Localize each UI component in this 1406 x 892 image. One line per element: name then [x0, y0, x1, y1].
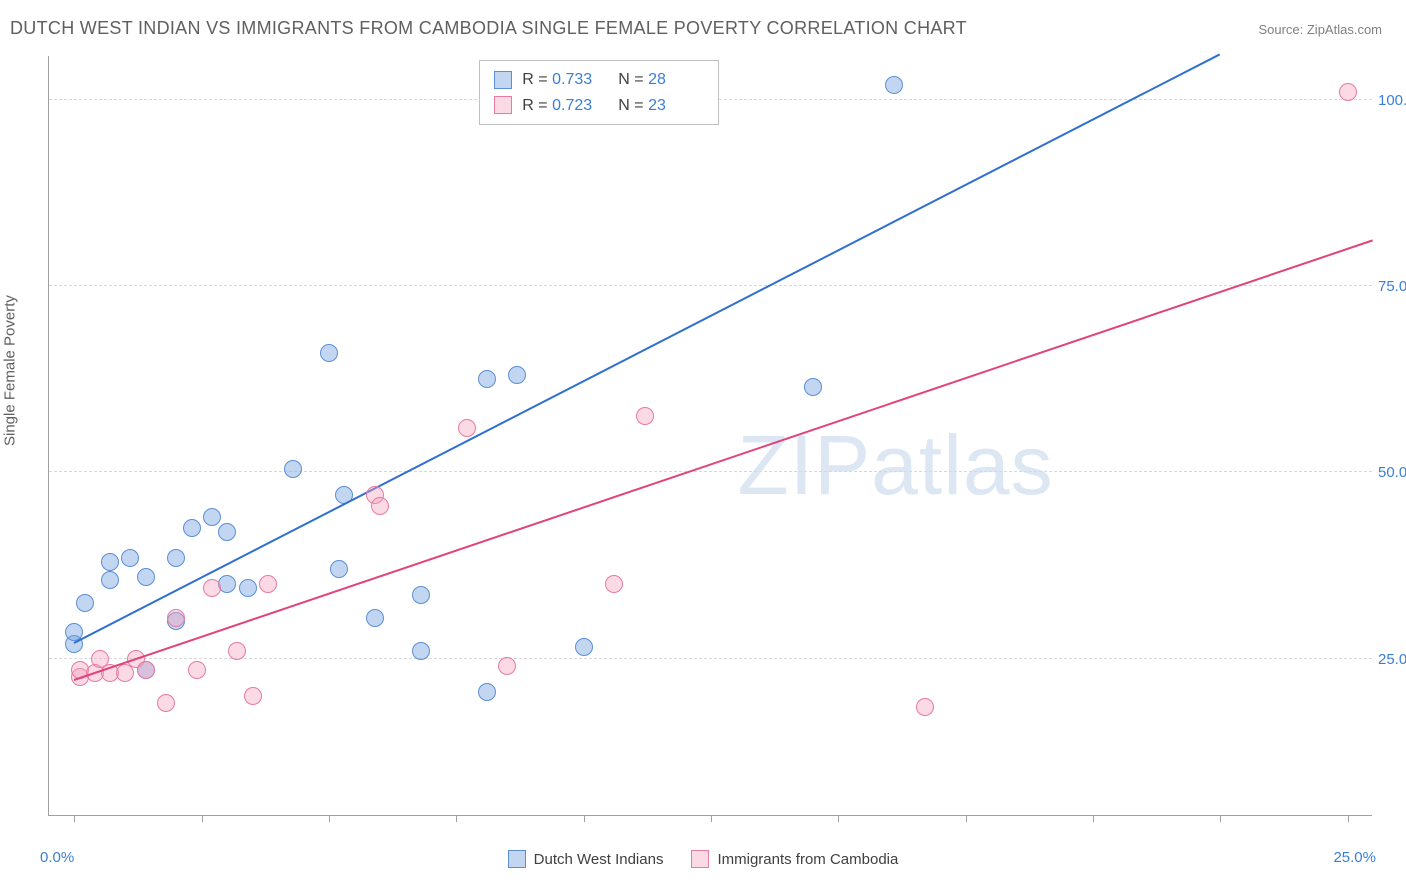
scatter-point-cambodia: [244, 687, 262, 705]
scatter-point-cambodia: [371, 497, 389, 515]
scatter-point-dutch: [412, 642, 430, 660]
x-tick: [1220, 815, 1221, 822]
scatter-point-cambodia: [157, 694, 175, 712]
scatter-point-cambodia: [167, 609, 185, 627]
scatter-point-cambodia: [259, 575, 277, 593]
watermark-text: ZIPatlas: [737, 417, 1053, 514]
scatter-point-dutch: [804, 378, 822, 396]
legend-top-swatch-cambodia: [494, 96, 512, 114]
y-tick-label: 50.0%: [1378, 464, 1406, 481]
scatter-point-dutch: [137, 568, 155, 586]
scatter-point-cambodia: [228, 642, 246, 660]
source-text: Source: ZipAtlas.com: [1258, 22, 1382, 37]
scatter-point-dutch: [167, 549, 185, 567]
legend-swatch-cambodia: [691, 850, 709, 868]
scatter-point-dutch: [218, 523, 236, 541]
x-tick: [456, 815, 457, 822]
legend-top-swatch-dutch: [494, 71, 512, 89]
scatter-point-dutch: [121, 549, 139, 567]
y-tick-label: 25.0%: [1378, 651, 1406, 668]
legend-label-cambodia: Immigrants from Cambodia: [717, 851, 898, 868]
x-tick: [1348, 815, 1349, 822]
scatter-point-dutch: [885, 76, 903, 94]
gridline: [49, 658, 1372, 659]
scatter-point-cambodia: [1339, 83, 1357, 101]
chart-title: DUTCH WEST INDIAN VS IMMIGRANTS FROM CAM…: [10, 18, 967, 39]
x-tick: [329, 815, 330, 822]
scatter-point-cambodia: [203, 579, 221, 597]
x-tick: [838, 815, 839, 822]
scatter-point-dutch: [478, 683, 496, 701]
legend-bottom: Dutch West Indians Immigrants from Cambo…: [0, 850, 1406, 868]
x-tick: [584, 815, 585, 822]
scatter-point-dutch: [101, 553, 119, 571]
legend-item-cambodia: Immigrants from Cambodia: [691, 850, 898, 868]
x-tick: [1093, 815, 1094, 822]
scatter-point-cambodia: [188, 661, 206, 679]
scatter-point-cambodia: [916, 698, 934, 716]
scatter-point-dutch: [218, 575, 236, 593]
gridline: [49, 285, 1372, 286]
scatter-point-cambodia: [636, 407, 654, 425]
scatter-point-dutch: [101, 571, 119, 589]
scatter-point-cambodia: [605, 575, 623, 593]
x-tick: [966, 815, 967, 822]
x-tick: [711, 815, 712, 822]
scatter-point-cambodia: [498, 657, 516, 675]
scatter-point-dutch: [508, 366, 526, 384]
scatter-point-cambodia: [137, 661, 155, 679]
chart-container: DUTCH WEST INDIAN VS IMMIGRANTS FROM CAM…: [0, 0, 1406, 892]
scatter-point-dutch: [575, 638, 593, 656]
scatter-point-dutch: [330, 560, 348, 578]
scatter-point-cambodia: [458, 419, 476, 437]
scatter-point-dutch: [203, 508, 221, 526]
legend-top-row-cambodia: R = 0.723N = 23: [494, 93, 704, 119]
scatter-point-dutch: [284, 460, 302, 478]
legend-item-dutch: Dutch West Indians: [508, 850, 664, 868]
legend-swatch-dutch: [508, 850, 526, 868]
x-tick: [74, 815, 75, 822]
x-tick: [202, 815, 203, 822]
scatter-point-dutch: [412, 586, 430, 604]
scatter-point-dutch: [320, 344, 338, 362]
legend-label-dutch: Dutch West Indians: [534, 851, 664, 868]
scatter-point-dutch: [76, 594, 94, 612]
trend-line-cambodia: [74, 239, 1373, 680]
scatter-point-dutch: [183, 519, 201, 537]
plot-area: ZIPatlas 25.0%50.0%75.0%100.0%R = 0.733N…: [48, 56, 1372, 816]
legend-top: R = 0.733N = 28R = 0.723N = 23: [479, 60, 719, 125]
scatter-point-dutch: [366, 609, 384, 627]
scatter-point-dutch: [478, 370, 496, 388]
y-tick-label: 75.0%: [1378, 278, 1406, 295]
scatter-point-cambodia: [116, 664, 134, 682]
legend-top-row-dutch: R = 0.733N = 28: [494, 67, 704, 93]
scatter-point-dutch: [239, 579, 257, 597]
y-axis-title: Single Female Poverty: [2, 295, 19, 446]
y-tick-label: 100.0%: [1378, 92, 1406, 109]
gridline: [49, 471, 1372, 472]
